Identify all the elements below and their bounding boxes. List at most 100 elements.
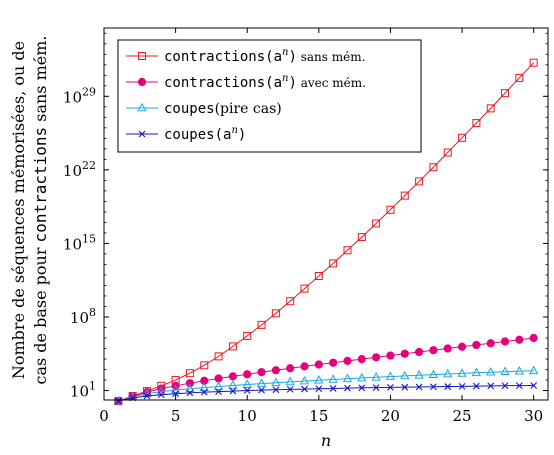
contr_sans-point	[329, 259, 338, 268]
legend-entry-contr_avec: contractions(an) avec mém.	[126, 73, 366, 91]
coupes_an-point	[114, 397, 122, 405]
x-tick-label: 30	[524, 407, 543, 425]
coupes_pire-point	[414, 370, 424, 379]
coupes_pire-point	[314, 374, 324, 384]
coupes_an-point	[387, 384, 394, 391]
contr_avec-point	[286, 364, 295, 373]
legend-contr_sans-point	[138, 52, 146, 60]
x-tick-label: 10	[238, 407, 257, 425]
contr_avec-point	[429, 346, 438, 355]
legend-label: contractions(an) avec mém.	[164, 73, 366, 91]
contr_sans-point	[472, 119, 481, 128]
coupes_pire-point	[256, 378, 267, 387]
contr_avec-point	[529, 333, 538, 343]
contr_avec-line	[118, 337, 534, 402]
contr_sans-point	[400, 191, 409, 200]
coupes_pire-point	[385, 371, 396, 380]
coupes_pire-point	[170, 384, 181, 394]
x-tick-label: 20	[381, 407, 400, 425]
coupes_pire-point	[228, 380, 238, 389]
contr_avec-point	[486, 339, 495, 348]
contr_avec-point	[386, 351, 395, 360]
coupes_an-point	[444, 383, 452, 390]
legend-label: coupes(pire cas)	[164, 101, 282, 117]
coupes_pire-point	[213, 381, 224, 390]
coupes_pire-point	[529, 365, 539, 375]
coupes_pire-point	[457, 368, 467, 377]
coupes_pire-point	[357, 372, 367, 382]
x-tick-label: 5	[171, 407, 181, 425]
contr_sans-point	[429, 163, 438, 172]
coupes_an-point	[344, 384, 351, 392]
coupes_pire-point	[486, 367, 496, 376]
legend-box	[117, 39, 422, 153]
contr_sans-point	[486, 104, 495, 113]
coupes_pire-point	[371, 372, 381, 381]
coupes_an-point	[186, 389, 194, 397]
series-contr_avec	[114, 333, 538, 406]
contr_sans-point	[357, 233, 366, 242]
contr_sans-point	[529, 58, 538, 67]
coupes_an-point	[530, 382, 538, 389]
contr_avec-point	[472, 340, 481, 350]
coupes_pire-point	[242, 379, 252, 388]
y-tick-label: 1029	[63, 85, 96, 106]
coupes_pire-point	[285, 376, 295, 386]
contr_sans-point	[386, 205, 395, 214]
legend-label: coupes(an)	[164, 125, 246, 143]
coupes_an-point	[286, 385, 294, 393]
contr_sans-point	[185, 369, 194, 378]
contr_sans-point	[415, 177, 424, 186]
contr_avec-point	[185, 379, 195, 388]
legend-label: contractions(an) sans mém.	[164, 47, 365, 65]
contr_avec-point	[300, 362, 309, 371]
contr_sans-point	[343, 246, 352, 255]
contr_sans-point	[286, 297, 295, 306]
coupes_an-point	[401, 383, 409, 391]
contr_sans-point	[372, 219, 381, 228]
coupes_an-point	[215, 388, 222, 395]
contr_avec-point	[200, 376, 209, 385]
contr_avec-point	[400, 349, 409, 358]
coupes_pire-point	[471, 367, 482, 377]
contr_sans-point	[228, 342, 237, 351]
coupes_an-point	[157, 391, 165, 399]
plot-frame	[103, 27, 549, 401]
coupes_pire-point	[185, 383, 195, 393]
coupes_an-point	[229, 387, 237, 395]
legend-entry-contr_sans: contractions(an) sans mém.	[126, 47, 365, 65]
contr_avec-point	[214, 374, 223, 383]
coupes_an-point	[515, 382, 523, 389]
y-tick-label: 1022	[63, 159, 96, 180]
contr_sans-point	[257, 320, 266, 329]
legend-coupes_pire-point	[137, 102, 147, 112]
contr_avec-point	[443, 344, 452, 353]
contr_avec-point	[314, 360, 323, 369]
coupes_an-point	[487, 382, 495, 390]
coupes_pire-point	[342, 373, 353, 383]
contr_sans-point	[300, 284, 309, 293]
x-tick-label: 25	[453, 407, 472, 425]
y-axis-title-line2: cas de base pour contractions sans mém.	[31, 36, 50, 385]
x-tick-label: 0	[99, 407, 109, 425]
series-coupes_an	[114, 382, 538, 405]
contr_avec-point	[257, 368, 266, 377]
coupes_pire-point	[514, 365, 524, 375]
coupes_pire-point	[299, 375, 310, 385]
coupes_pire-point	[271, 377, 281, 387]
coupes_an-point	[329, 385, 337, 392]
coupes_an-point	[415, 383, 423, 391]
y-tick-label: 101	[70, 380, 96, 401]
coupes_an-point	[243, 387, 251, 394]
contr_avec-point	[414, 347, 424, 357]
coupes_an-point	[200, 388, 208, 396]
contr_sans-point	[458, 133, 467, 142]
legend-contr_avec-point	[137, 77, 147, 87]
contr_avec-point	[329, 358, 338, 367]
contr_avec-point	[372, 353, 381, 362]
coupes_an-point	[472, 382, 480, 390]
y-tick-label: 108	[70, 306, 96, 327]
contr_avec-point	[228, 372, 238, 381]
contr_sans-line	[118, 62, 535, 402]
